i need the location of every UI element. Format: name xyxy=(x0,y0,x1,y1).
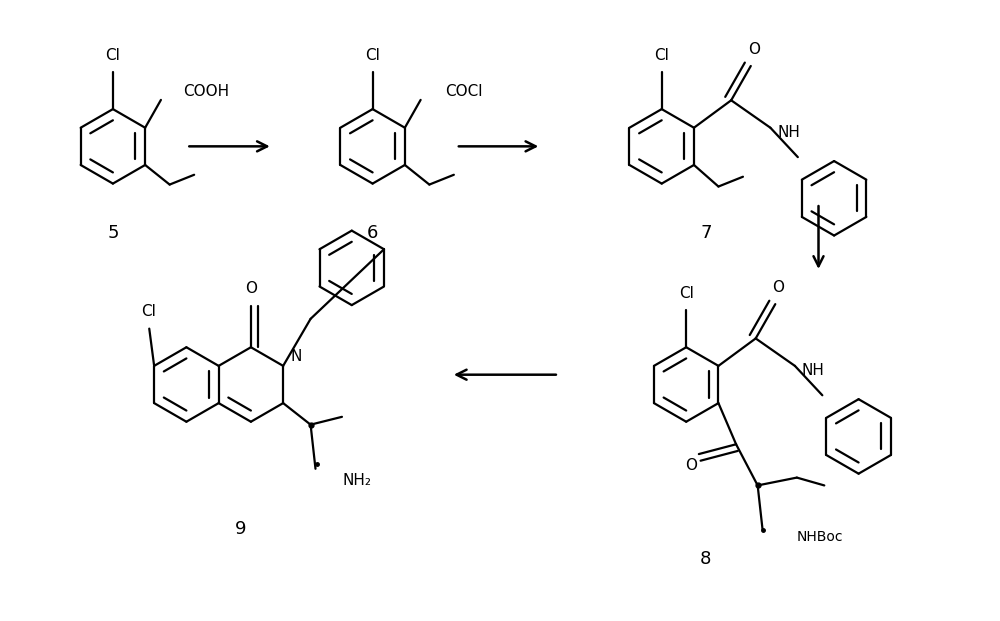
Text: N: N xyxy=(291,348,302,363)
Text: O: O xyxy=(772,280,784,295)
Text: Cl: Cl xyxy=(105,48,120,63)
Text: 5: 5 xyxy=(107,224,119,242)
Text: COOH: COOH xyxy=(183,84,230,99)
Text: 7: 7 xyxy=(700,224,712,242)
Text: Cl: Cl xyxy=(365,48,380,63)
Text: Cl: Cl xyxy=(654,48,669,63)
Text: NH₂: NH₂ xyxy=(343,473,372,488)
Text: 9: 9 xyxy=(235,520,246,538)
Text: Cl: Cl xyxy=(679,286,694,301)
Text: NHBoc: NHBoc xyxy=(797,530,843,545)
Text: O: O xyxy=(245,281,257,296)
Text: NH: NH xyxy=(777,125,800,140)
Text: 6: 6 xyxy=(367,224,378,242)
Text: NH: NH xyxy=(802,363,825,378)
Text: O: O xyxy=(685,458,697,473)
Text: COCl: COCl xyxy=(445,84,483,99)
Text: Cl: Cl xyxy=(141,304,156,319)
Text: 8: 8 xyxy=(700,550,711,568)
Text: O: O xyxy=(748,42,760,57)
